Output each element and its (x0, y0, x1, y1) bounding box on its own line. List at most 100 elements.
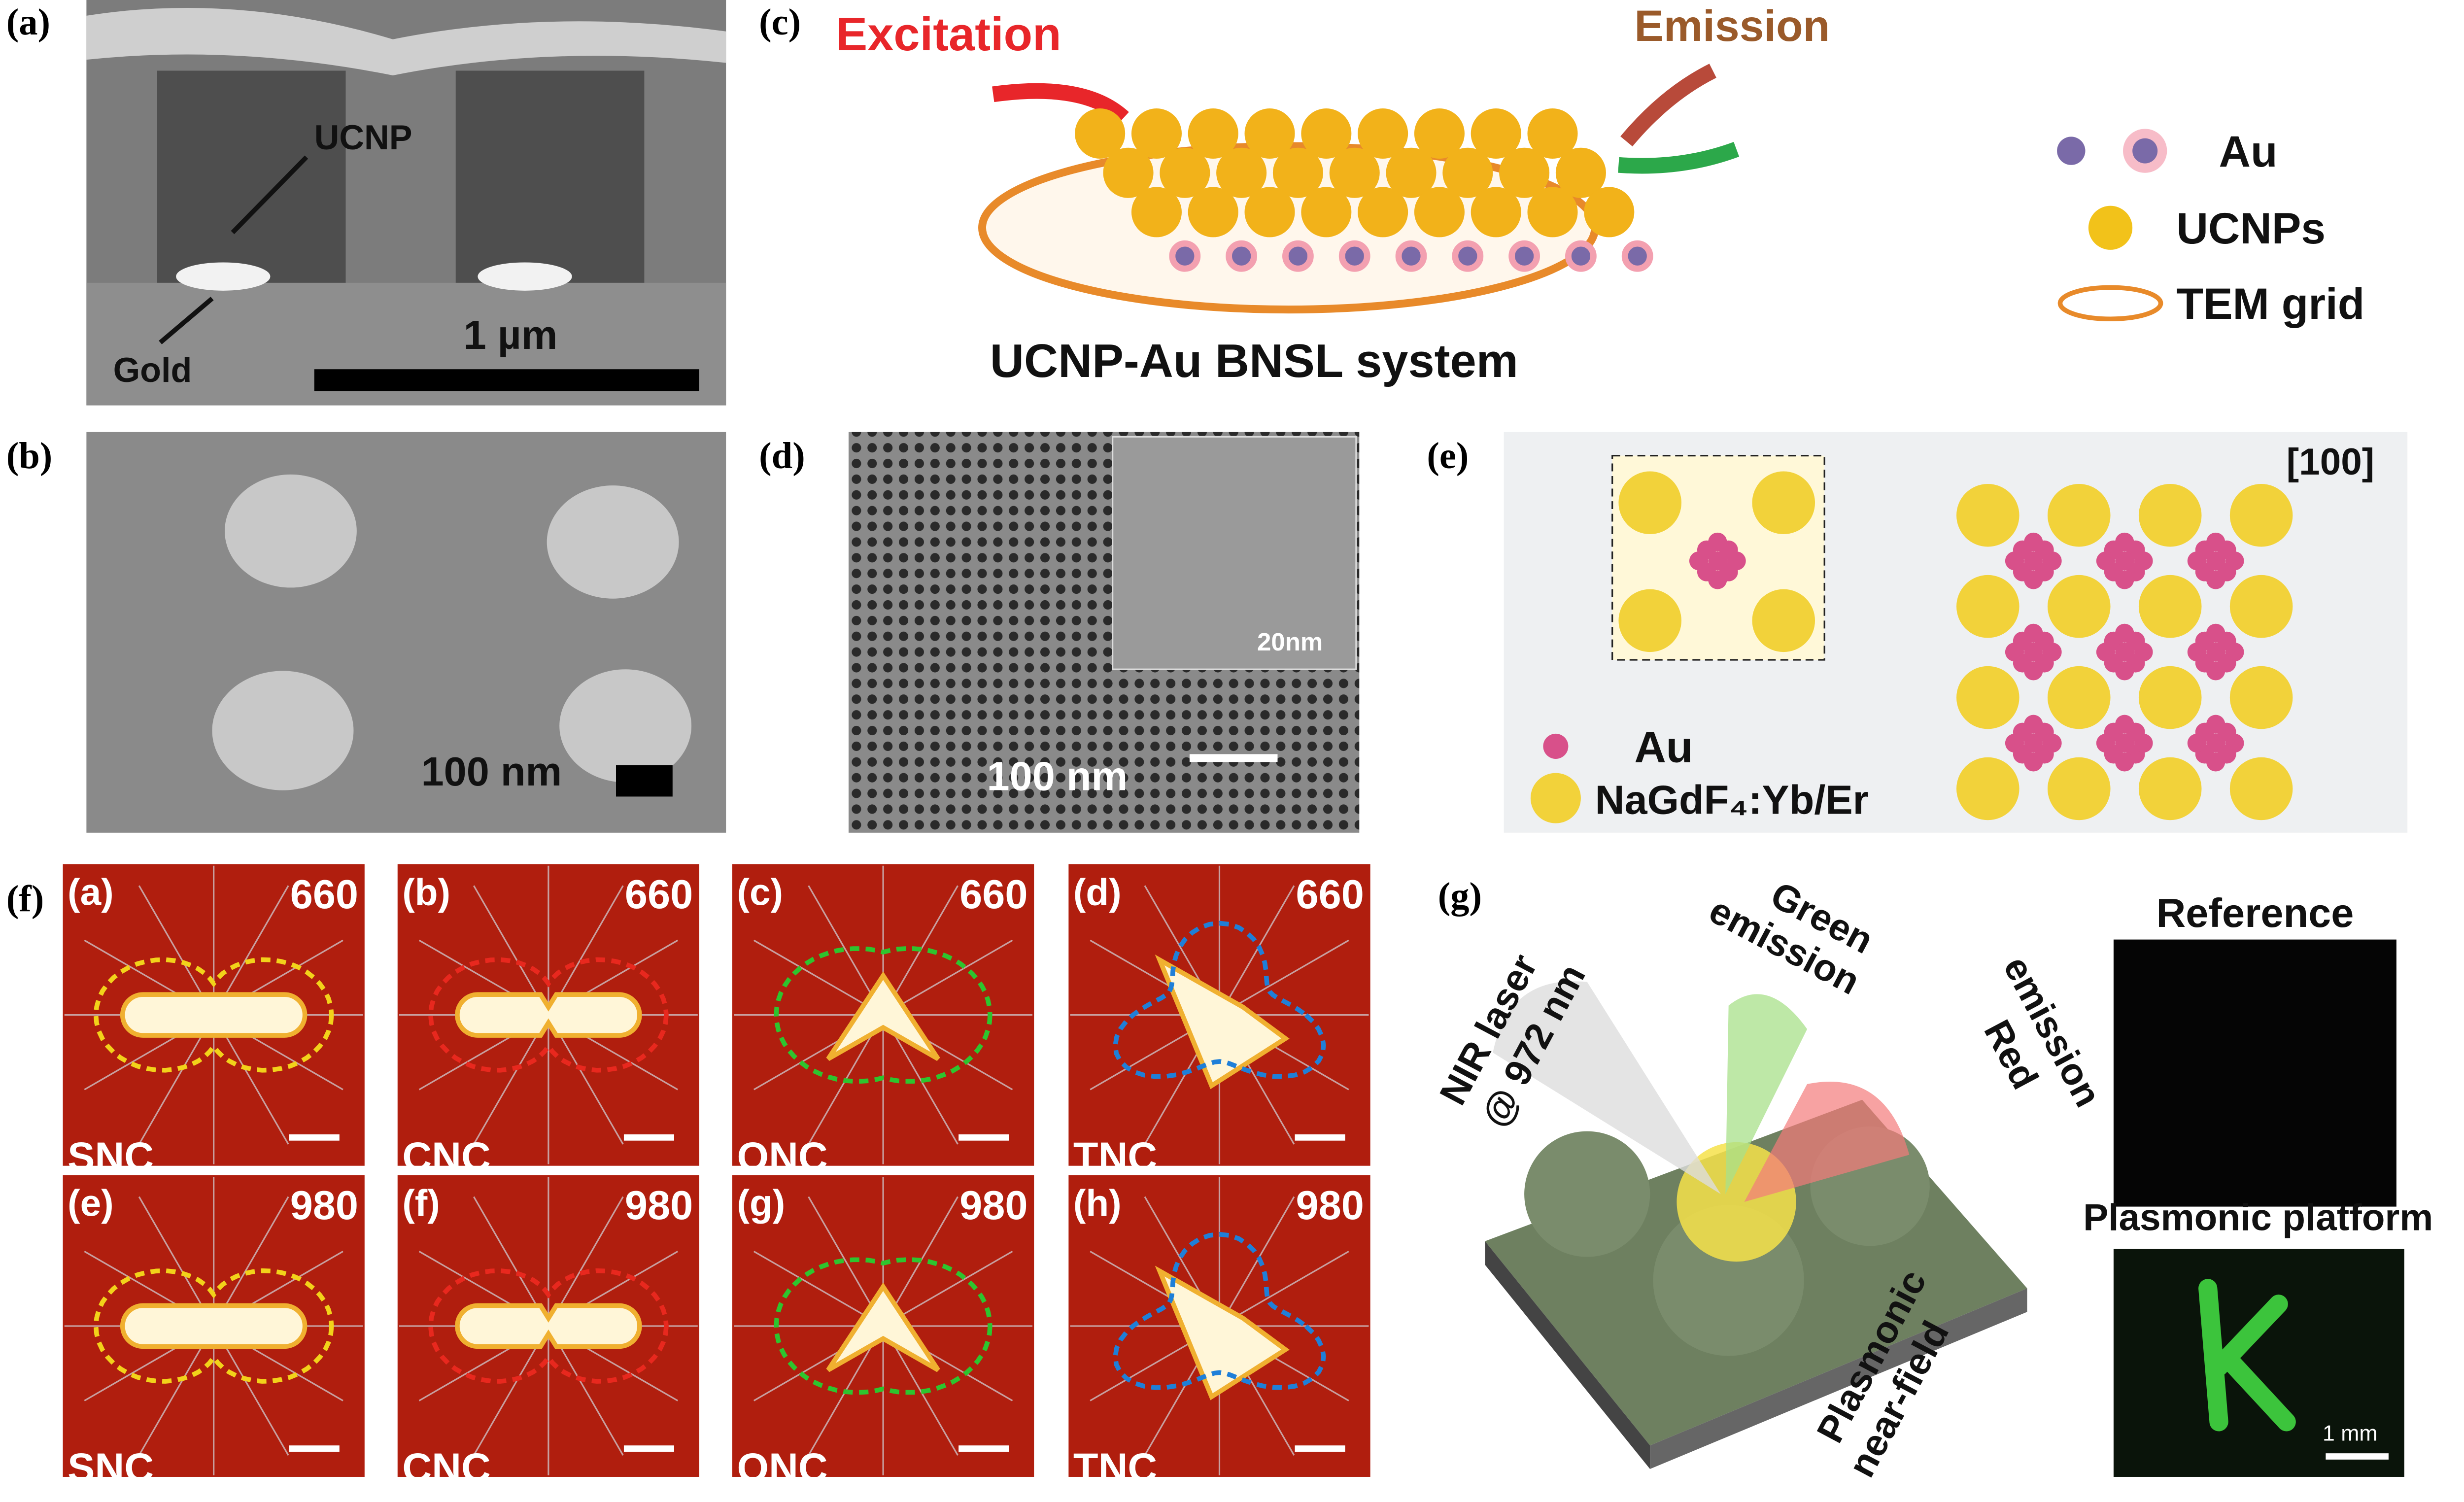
panel-f: (f) (a) 660 SNC (b) 660 CNC (c) 660 ONC (d) 660 TNC… (6, 864, 1370, 1491)
subpanel-label: (f) (402, 1183, 440, 1225)
au-atom (2043, 643, 2062, 662)
au (1621, 240, 1653, 272)
ucnp (1216, 147, 1267, 198)
legend-icon (2132, 138, 2158, 164)
image-title: Plasmonic platform (2083, 1196, 2433, 1238)
lattice (1075, 108, 1653, 272)
arrow (159, 297, 214, 344)
panel-a: (a) UCNP Gold 1 µm (6, 0, 726, 406)
direction-label: [100] (2287, 441, 2375, 483)
au-atom (2024, 715, 2043, 734)
ucnp (1160, 147, 1210, 198)
panel-label: (f) (6, 878, 44, 920)
panel-label: (d) (759, 435, 805, 477)
spoke (1219, 885, 1295, 1016)
ucnp (1527, 108, 1578, 159)
au-atom (2043, 733, 2062, 753)
spoke (883, 1251, 1013, 1327)
particle-shape (826, 1282, 940, 1372)
wavelength: 660 (290, 871, 358, 917)
host-atom (2138, 483, 2202, 547)
wavelength: 660 (959, 871, 1027, 917)
annotation: UCNP (314, 118, 412, 157)
au-atom (2206, 643, 2225, 662)
image-title: Reference (2156, 890, 2354, 936)
annotation: Emission (1634, 1, 1830, 50)
polar-curve (774, 946, 992, 1084)
particle-shape (120, 992, 308, 1038)
au-atom (2206, 661, 2225, 681)
au (1452, 240, 1484, 272)
ucnp (1499, 147, 1550, 198)
legend-label: TEM grid (2176, 279, 2364, 328)
particle (1524, 1131, 1650, 1257)
legend-icon (2057, 285, 2163, 322)
au-atom (2115, 715, 2134, 734)
pillar (157, 70, 346, 283)
spoke (753, 939, 884, 1016)
scale-bar (623, 1445, 674, 1452)
au-atom (2096, 551, 2116, 571)
shape-name: TNC (1073, 1133, 1157, 1179)
au-atom (2096, 643, 2116, 662)
platform-side (1650, 1288, 2027, 1469)
red-cone (1744, 1082, 1910, 1202)
pillar (455, 70, 645, 283)
particle-shape (120, 1303, 308, 1349)
host-atom (1752, 589, 1815, 652)
au-atom (1727, 551, 1746, 571)
au (1169, 240, 1201, 272)
au-atom (2206, 570, 2225, 589)
reference-image (2113, 939, 2396, 1207)
panel-b: (b) 100 nm (6, 432, 726, 833)
scale-bar (616, 765, 673, 797)
wavelength: 660 (1296, 871, 1364, 917)
legend-icon (1543, 733, 1569, 759)
gold-disk (478, 262, 572, 291)
au-atom (1708, 570, 1727, 589)
polar-curve (93, 1268, 334, 1384)
au-atom (2043, 551, 2062, 571)
au-atom (2134, 733, 2153, 753)
au-atom (2206, 715, 2225, 734)
au (1565, 240, 1597, 272)
particle-shape (1155, 955, 1290, 1090)
panel-label: (a) (6, 1, 50, 43)
spoke (1219, 1251, 1349, 1327)
spoke (883, 939, 1013, 1016)
ucnp (1301, 187, 1352, 238)
scale-bar (623, 1134, 674, 1141)
panel-label: (e) (1427, 435, 1469, 477)
legend-label: Au (1634, 722, 1693, 771)
legend-label: UCNPs (2176, 204, 2326, 253)
host-atom (2047, 666, 2111, 729)
wavelength: 660 (625, 871, 693, 917)
au-atom (2024, 532, 2043, 552)
shape-name: SNC (68, 1445, 154, 1491)
annotation: Excitation (836, 8, 1061, 61)
scale-bar (1295, 1134, 1345, 1141)
au-atom (1689, 551, 1709, 571)
legend-icon (2088, 205, 2133, 250)
au-atom (2115, 752, 2134, 772)
host-atom (2229, 483, 2293, 547)
au-atom (2187, 733, 2207, 753)
ucnp (1386, 147, 1437, 198)
ucnp (1272, 147, 1323, 198)
au-atom (2206, 532, 2225, 552)
panel-label: (b) (6, 435, 53, 477)
scale-label: 1 mm (2323, 1422, 2378, 1446)
arrow (231, 155, 308, 235)
au (1395, 240, 1427, 272)
subpanel-label: (d) (1073, 871, 1122, 913)
ucnp (1358, 108, 1408, 159)
panel-d: (d) 20nm 100 nm (759, 432, 1360, 833)
subpanel-label: (g) (737, 1183, 786, 1225)
au-atom (2225, 643, 2244, 662)
ucnp (1414, 108, 1465, 159)
legend-label: NaGdF₄:Yb/Er (1595, 777, 1869, 823)
au-atom (2134, 551, 2153, 571)
au-atom (2005, 643, 2024, 662)
ucnp (1103, 147, 1154, 198)
au-atom (2187, 643, 2207, 662)
